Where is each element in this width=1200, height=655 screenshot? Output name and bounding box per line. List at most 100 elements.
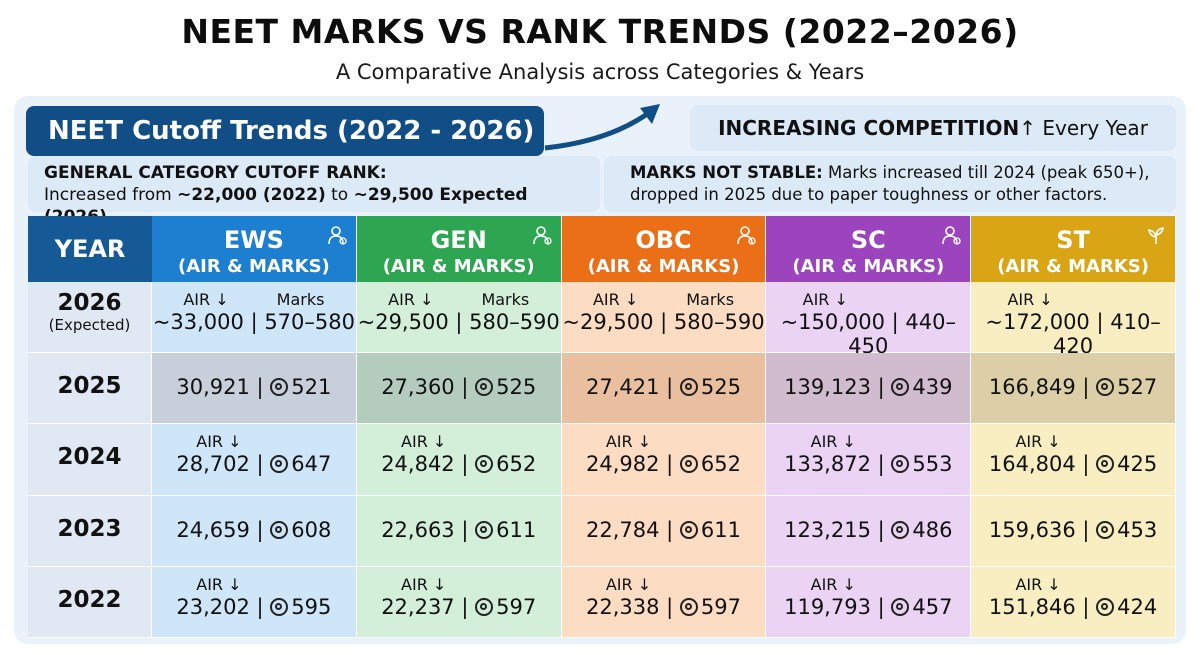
score-value: 424 <box>1117 594 1158 619</box>
category-header-obc: OBC (AIR & MARKS) <box>561 216 767 282</box>
person-icon <box>532 226 552 245</box>
marks-info-heading: MARKS NOT STABLE: <box>630 163 823 182</box>
target-icon <box>1096 520 1115 539</box>
category-sub: (AIR & MARKS) <box>997 256 1149 277</box>
cell-value: 22,237 | 597 <box>357 595 561 619</box>
score-value: 525 <box>700 375 741 400</box>
air-rank: 22,338 | <box>585 594 680 619</box>
general-info-pre: Increased from <box>44 185 178 205</box>
cell-labels: AIR ↓ <box>562 575 766 594</box>
cell-value: 28,702 | 647 <box>152 452 356 476</box>
table-cell: 27,421 | 525 <box>561 353 767 425</box>
air-rank: 133,872 | <box>784 452 892 477</box>
cell-labels: AIR ↓ <box>357 575 561 594</box>
category-sub: (AIR & MARKS) <box>587 256 740 277</box>
cell-labels: AIR ↓ <box>357 432 561 451</box>
air-rank: 164,804 | <box>988 452 1097 477</box>
score-value: 527 <box>1117 375 1158 400</box>
category-header-ews: EWS (AIR & MARKS) <box>152 216 357 282</box>
score-value: 521 <box>291 375 332 400</box>
target-icon <box>270 455 289 474</box>
air-label: AIR ↓ <box>605 432 652 452</box>
category-name: OBC <box>635 226 692 254</box>
year-label: 2026 <box>57 290 122 316</box>
table-cell: 30,921 | 521 <box>152 353 357 425</box>
air-rank: 23,202 | <box>176 594 271 619</box>
air-rank: 30,921 | <box>176 375 271 400</box>
table-cell: 123,215 | 486 <box>766 495 972 567</box>
table-cell: AIR ↓ Marks ~29,500 | 580–590 <box>356 282 562 354</box>
air-label: AIR ↓ <box>1007 290 1053 309</box>
air-rank: 22,784 | <box>585 517 680 542</box>
cell-labels: AIR ↓ Marks <box>152 290 356 309</box>
curved-arrow-icon <box>544 104 660 151</box>
marks-label: Marks <box>686 290 735 309</box>
page-subtitle: A Comparative Analysis across Categories… <box>335 60 865 84</box>
table-cell: AIR ↓ Marks ~29,500 | 580–590 <box>561 282 767 354</box>
score-value: 647 <box>291 452 332 477</box>
table-cell: 22,784 | 611 <box>561 495 767 567</box>
cell-value: 30,921 | 521 <box>152 375 356 399</box>
year-header: YEAR <box>28 216 152 282</box>
marks-info-line2: dropped in 2025 due to paper toughness o… <box>630 185 1108 204</box>
cell-labels: AIR ↓ <box>766 290 970 309</box>
target-icon <box>679 378 698 397</box>
cell-value: 27,421 | 525 <box>562 375 766 399</box>
score-value: 453 <box>1117 517 1158 542</box>
score-value: 652 <box>496 452 537 477</box>
target-icon <box>891 378 910 397</box>
cell-value: 24,982 | 652 <box>562 452 766 476</box>
target-icon <box>475 597 494 616</box>
up-arrow-icon: ↑ <box>1019 116 1037 140</box>
score-value: 608 <box>291 517 332 542</box>
table-cell: AIR ↓ 24,842 | 652 <box>356 424 562 496</box>
score-value: 553 <box>912 452 953 477</box>
air-label: AIR ↓ <box>183 290 229 309</box>
air-rank: ~29,500 | 580–590 <box>357 310 560 334</box>
person-icon <box>737 226 757 245</box>
year-label: 2022 <box>57 586 122 613</box>
air-label: AIR ↓ <box>388 290 434 309</box>
cell-value: 133,872 | 553 <box>766 452 970 476</box>
score-value: 597 <box>700 594 741 619</box>
category-sub: (AIR & MARKS) <box>382 256 535 277</box>
target-icon <box>270 520 289 539</box>
target-icon <box>1096 597 1115 616</box>
air-label: AIR ↓ <box>196 432 242 452</box>
cell-labels: AIR ↓ <box>971 575 1175 594</box>
air-rank: 22,663 | <box>381 517 476 542</box>
marks-label: Marks <box>276 290 325 309</box>
cell-value: ~150,000 | 440–450 <box>766 310 970 358</box>
air-rank: ~150,000 | 440–450 <box>780 310 957 358</box>
competition-bold: INCREASING COMPETITION <box>718 116 1020 140</box>
cell-value: 24,842 | 652 <box>357 452 561 476</box>
cell-labels: AIR ↓ <box>971 290 1175 309</box>
score-value: 457 <box>912 594 953 619</box>
score-value: 425 <box>1117 452 1158 477</box>
target-icon <box>475 520 494 539</box>
cell-labels: AIR ↓ <box>971 432 1175 451</box>
air-label: AIR ↓ <box>810 432 856 452</box>
cell-labels: AIR ↓ <box>152 575 356 594</box>
table-cell: AIR ↓ 22,338 | 597 <box>561 566 767 638</box>
air-label: AIR ↓ <box>605 574 652 594</box>
table-cell: AIR ↓ ~150,000 | 440–450 <box>766 282 972 358</box>
page-title: NEET MARKS VS RANK TRENDS (2022–2026) <box>181 12 1019 51</box>
cell-value: 22,338 | 597 <box>562 595 766 619</box>
air-rank: 24,842 | <box>381 452 476 477</box>
year-cell-2025: 2025 <box>28 353 152 425</box>
air-rank: 24,982 | <box>585 452 680 477</box>
cell-labels: AIR ↓ <box>766 575 970 594</box>
cell-value: 159,636 | 453 <box>971 518 1175 542</box>
cell-value: ~172,000 | 410–420 <box>971 310 1175 358</box>
air-label: AIR ↓ <box>802 290 848 309</box>
air-label: AIR ↓ <box>1015 574 1061 594</box>
cutoff-table: YEAR EWS (AIR & MARKS) GEN (AIR & MARKS) OBC(… <box>28 216 1176 638</box>
general-info-heading: GENERAL CATEGORY CUTOFF RANK: <box>44 163 387 183</box>
person-icon <box>327 226 347 245</box>
category-name: EWS <box>223 226 284 254</box>
score-value: 611 <box>496 517 537 542</box>
year-cell-2022: 2022 <box>28 566 152 638</box>
air-rank: 139,123 | <box>784 375 892 400</box>
cell-value: 164,804 | 425 <box>971 452 1175 476</box>
